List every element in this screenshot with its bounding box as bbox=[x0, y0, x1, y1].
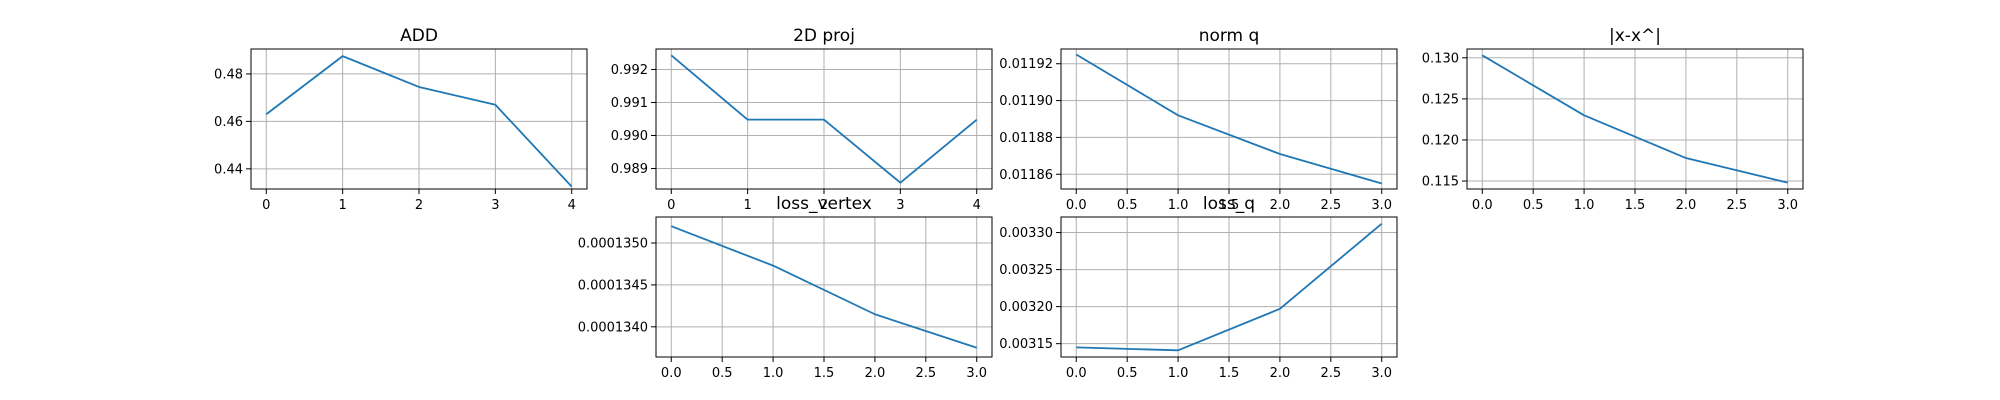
series-line bbox=[670, 225, 978, 349]
x-tick-label: 1 bbox=[338, 198, 346, 213]
y-tick-label: 0.00315 bbox=[999, 337, 1053, 352]
series-line bbox=[670, 54, 978, 184]
y-tick-label: 0.46 bbox=[214, 115, 243, 130]
subplot-title: 2D proj bbox=[793, 26, 855, 46]
y-tick-label: 0.48 bbox=[214, 67, 243, 82]
x-tick-label: 2.0 bbox=[1270, 366, 1291, 381]
x-tick-label: 0.0 bbox=[1472, 198, 1493, 213]
subplot-title: norm q bbox=[1199, 26, 1260, 46]
y-tick-label: 0.0001340 bbox=[578, 320, 648, 335]
subplot-1: 0 1 2 3 4 0.44 0.46 0.48 ADD bbox=[214, 26, 588, 213]
series-line bbox=[265, 55, 573, 188]
subplot-6: 0.0 0.5 1.0 1.5 2.0 2.5 3.0 0.00315 0.00320 0.003… bbox=[999, 194, 1398, 381]
x-tick-label: 3 bbox=[491, 198, 499, 213]
y-tick-label: 0.00320 bbox=[999, 300, 1053, 315]
x-tick-label: 1.0 bbox=[1168, 198, 1189, 213]
x-tick-label: 4 bbox=[973, 198, 981, 213]
y-tick-label: 0.125 bbox=[1422, 92, 1459, 107]
subplot-title: loss_vertex bbox=[776, 194, 872, 214]
subplot-title: loss_q bbox=[1203, 194, 1255, 214]
y-tick-label: 0.01188 bbox=[999, 131, 1053, 146]
subplot-4: 0.0 0.5 1.0 1.5 2.0 2.5 3.0 0.115 0.120 0.125 0.13… bbox=[1422, 26, 1804, 213]
x-tick-label: 0.5 bbox=[1117, 366, 1138, 381]
series-line bbox=[1481, 54, 1788, 184]
y-tick-label: 0.990 bbox=[611, 129, 648, 144]
x-tick-label: 3.0 bbox=[1371, 366, 1392, 381]
y-tick-label: 0.0001345 bbox=[578, 278, 648, 293]
y-tick-label: 0.00330 bbox=[999, 226, 1053, 241]
subplot-5: 0.0 0.5 1.0 1.5 2.0 2.5 3.0 0.0001340 0.0001345 0… bbox=[578, 194, 993, 381]
subplot-2: 0 1 2 3 4 0.989 0.990 0.991 0.992 2D proj bbox=[611, 26, 993, 213]
y-tick-label: 0.0001350 bbox=[578, 236, 648, 251]
y-tick-label: 0.130 bbox=[1422, 51, 1459, 66]
x-tick-label: 2.0 bbox=[1270, 198, 1291, 213]
subplot-3: 0.0 0.5 1.0 1.5 2.0 2.5 3.0 0.01186 0.01188 0.011… bbox=[999, 26, 1398, 213]
x-tick-label: 1.5 bbox=[1625, 198, 1646, 213]
y-tick-label: 0.00325 bbox=[999, 263, 1053, 278]
y-tick-label: 0.120 bbox=[1422, 133, 1459, 148]
x-tick-label: 0.0 bbox=[1066, 198, 1087, 213]
x-tick-label: 0.0 bbox=[661, 366, 682, 381]
x-tick-label: 2 bbox=[415, 198, 423, 213]
y-tick-label: 0.992 bbox=[611, 63, 648, 78]
x-tick-label: 3.0 bbox=[966, 366, 987, 381]
x-tick-label: 4 bbox=[568, 198, 576, 213]
x-tick-label: 3.0 bbox=[1371, 198, 1392, 213]
x-tick-label: 2.0 bbox=[865, 366, 886, 381]
x-tick-label: 0.0 bbox=[1066, 366, 1087, 381]
x-tick-label: 1.0 bbox=[1574, 198, 1595, 213]
x-tick-label: 0.5 bbox=[1117, 198, 1138, 213]
x-tick-label: 0 bbox=[667, 198, 675, 213]
y-tick-label: 0.44 bbox=[214, 162, 243, 177]
x-tick-label: 0.5 bbox=[1523, 198, 1544, 213]
x-tick-label: 3.0 bbox=[1777, 198, 1798, 213]
x-tick-label: 1.5 bbox=[814, 366, 835, 381]
x-tick-label: 2 bbox=[820, 198, 828, 213]
x-tick-label: 2.5 bbox=[915, 366, 936, 381]
x-tick-label: 1.5 bbox=[1219, 198, 1240, 213]
y-tick-label: 0.989 bbox=[611, 162, 648, 177]
y-tick-label: 0.01190 bbox=[999, 94, 1053, 109]
y-tick-label: 0.01186 bbox=[999, 168, 1053, 183]
x-tick-label: 1.0 bbox=[1168, 366, 1189, 381]
subplot-title: |x-x^| bbox=[1609, 26, 1661, 46]
x-tick-label: 1 bbox=[743, 198, 751, 213]
x-tick-label: 3 bbox=[896, 198, 904, 213]
series-line bbox=[1075, 53, 1382, 185]
x-tick-label: 0.5 bbox=[712, 366, 733, 381]
x-tick-label: 2.5 bbox=[1320, 366, 1341, 381]
x-tick-label: 2.5 bbox=[1726, 198, 1747, 213]
y-tick-label: 0.115 bbox=[1422, 175, 1459, 190]
x-tick-label: 0 bbox=[262, 198, 270, 213]
series-line bbox=[1076, 222, 1383, 352]
x-tick-label: 2.0 bbox=[1676, 198, 1697, 213]
x-tick-label: 1.5 bbox=[1219, 366, 1240, 381]
x-tick-label: 1.0 bbox=[763, 366, 784, 381]
x-tick-label: 2.5 bbox=[1320, 198, 1341, 213]
y-tick-label: 0.991 bbox=[611, 96, 648, 111]
y-tick-label: 0.01192 bbox=[999, 57, 1053, 72]
subplot-title: ADD bbox=[400, 26, 438, 46]
